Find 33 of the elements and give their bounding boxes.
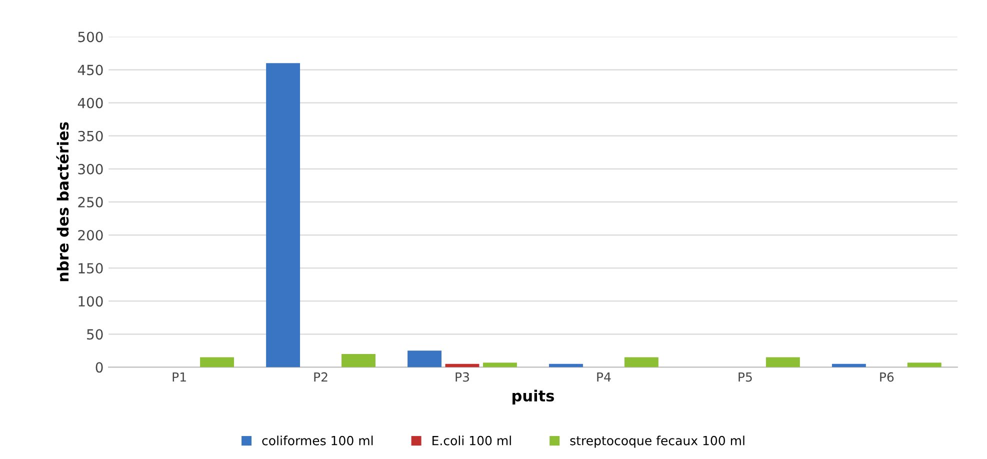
y-tick-label: 200 xyxy=(78,230,103,240)
x-tick-label: P5 xyxy=(738,372,752,382)
bar xyxy=(266,63,300,368)
x-tick-label: P3 xyxy=(456,372,469,382)
bar xyxy=(624,357,658,368)
y-tick-label: 300 xyxy=(78,164,103,174)
legend-label: coliformes 100 ml xyxy=(262,436,373,446)
y-tick-label: 250 xyxy=(78,196,103,208)
y-tick-label: 100 xyxy=(78,296,103,307)
y-tick-label: 450 xyxy=(78,64,103,76)
y-tick-label: 500 xyxy=(78,32,103,42)
bar xyxy=(445,364,480,368)
bar xyxy=(832,364,866,368)
bar xyxy=(342,354,376,368)
y-tick-label: 150 xyxy=(78,263,103,274)
bar xyxy=(549,364,583,368)
x-tick-label: P4 xyxy=(597,372,611,382)
bar xyxy=(907,362,942,368)
bar xyxy=(200,357,234,368)
y-tick-label: 50 xyxy=(87,329,103,340)
x-tick-label: P1 xyxy=(172,372,186,382)
y-tick-label: 0 xyxy=(96,362,103,373)
y-tick-label: 400 xyxy=(78,98,103,108)
x-axis-title: puits xyxy=(512,390,554,404)
bar xyxy=(408,350,442,368)
legend-label: streptocoque fecaux 100 ml xyxy=(570,436,744,448)
x-tick-label: P2 xyxy=(314,372,328,382)
y-tick-label: 350 xyxy=(78,130,103,142)
legend-label: E.coli 100 ml xyxy=(432,436,511,446)
y-axis-title: nbre des bactéries xyxy=(56,122,69,282)
x-tick-label: P6 xyxy=(880,372,894,382)
bar xyxy=(766,357,800,368)
bar xyxy=(482,362,517,368)
